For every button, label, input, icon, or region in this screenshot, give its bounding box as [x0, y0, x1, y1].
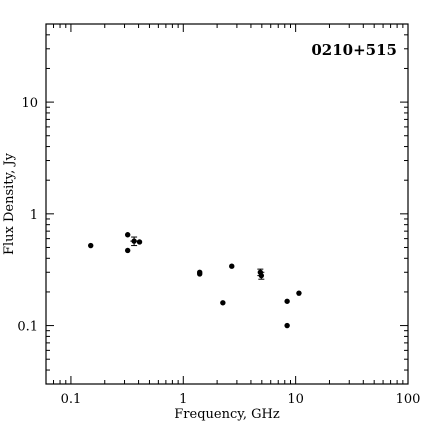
chart-title: 0210+515 [311, 41, 397, 59]
points-layer [88, 232, 302, 329]
data-point [124, 247, 131, 254]
data-point [88, 242, 94, 249]
data-point [229, 263, 235, 269]
data-point [284, 322, 290, 329]
y-tick-label: 0.1 [17, 320, 38, 335]
x-axis-label: Frequency, GHz [174, 407, 280, 422]
ticks-layer: 0.1 1 10 100 0.1 1 10 [17, 23, 421, 407]
plot-frame [45, 23, 409, 385]
data-point [258, 272, 265, 279]
data-point [124, 232, 131, 238]
x-tick-label: 0.1 [61, 392, 82, 407]
x-tick-label: 100 [396, 392, 421, 407]
y-tick-label: 10 [21, 96, 38, 111]
x-tick-label: 10 [287, 392, 304, 407]
y-tick-label: 1 [30, 208, 38, 223]
data-point [296, 290, 302, 296]
data-point [136, 239, 143, 245]
y-axis-label: Flux Density, Jy [2, 152, 17, 255]
data-point [131, 238, 137, 244]
data-point [220, 300, 226, 306]
data-point [284, 298, 290, 304]
data-point [197, 271, 203, 277]
x-tick-label: 1 [179, 392, 187, 407]
